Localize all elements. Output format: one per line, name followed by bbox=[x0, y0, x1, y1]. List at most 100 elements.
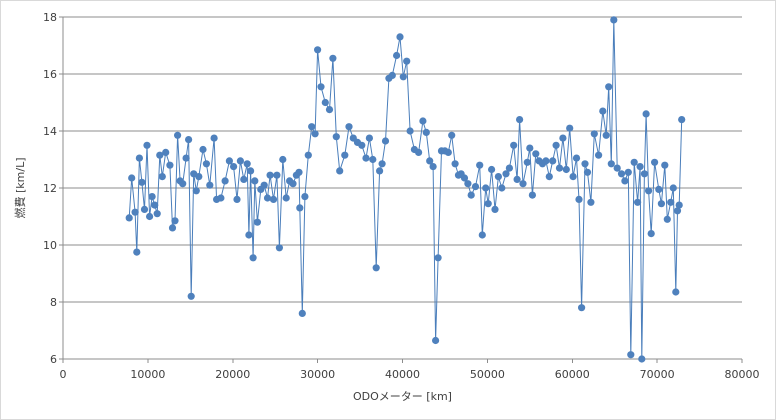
data-point bbox=[192, 187, 200, 195]
data-point bbox=[566, 124, 574, 132]
data-point bbox=[661, 161, 669, 169]
data-point bbox=[217, 194, 225, 202]
data-point bbox=[311, 130, 319, 138]
data-point bbox=[185, 136, 193, 144]
data-point bbox=[655, 185, 663, 193]
data-point bbox=[669, 184, 677, 192]
data-point bbox=[140, 205, 149, 213]
data-point bbox=[613, 164, 621, 172]
data-point bbox=[282, 194, 290, 202]
data-point bbox=[135, 154, 143, 162]
data-point bbox=[174, 131, 182, 139]
data-point bbox=[569, 173, 577, 181]
data-point bbox=[210, 134, 218, 142]
data-point bbox=[396, 33, 404, 41]
data-point bbox=[332, 133, 340, 141]
data-point bbox=[647, 230, 655, 238]
data-point bbox=[528, 191, 537, 199]
data-point bbox=[298, 309, 306, 317]
data-point bbox=[329, 54, 337, 62]
data-point bbox=[171, 217, 179, 225]
data-point bbox=[491, 205, 499, 213]
data-point bbox=[476, 161, 484, 169]
data-point bbox=[236, 157, 244, 165]
data-point bbox=[516, 116, 524, 124]
data-point bbox=[399, 73, 407, 81]
data-point bbox=[381, 137, 390, 145]
series-markers bbox=[125, 16, 686, 363]
y-tick-label: 18 bbox=[43, 11, 57, 24]
data-point bbox=[451, 160, 459, 168]
data-point bbox=[542, 157, 550, 165]
data-point bbox=[678, 116, 686, 124]
y-tick-label: 12 bbox=[43, 182, 57, 195]
data-point bbox=[221, 177, 229, 185]
data-point bbox=[260, 181, 268, 189]
data-point bbox=[308, 123, 316, 131]
y-tick-label: 10 bbox=[43, 239, 57, 252]
axes bbox=[59, 16, 743, 363]
data-point bbox=[304, 151, 312, 159]
data-point bbox=[403, 57, 411, 65]
data-point bbox=[166, 161, 174, 169]
x-tick-label: 40000 bbox=[385, 368, 420, 381]
data-point bbox=[559, 134, 567, 142]
data-point bbox=[269, 195, 278, 203]
data-point bbox=[388, 71, 396, 79]
data-point bbox=[369, 155, 377, 164]
data-point bbox=[545, 173, 553, 181]
data-point bbox=[636, 163, 644, 171]
data-point bbox=[484, 200, 492, 208]
data-point bbox=[168, 224, 177, 232]
data-point bbox=[630, 158, 638, 166]
data-point bbox=[587, 198, 595, 206]
data-point bbox=[464, 180, 472, 188]
data-point bbox=[505, 164, 513, 172]
data-point bbox=[341, 151, 349, 159]
data-point bbox=[621, 177, 629, 185]
data-point bbox=[393, 51, 401, 60]
data-point bbox=[321, 98, 329, 107]
data-point bbox=[448, 131, 456, 139]
data-point bbox=[345, 123, 353, 131]
y-tick-label: 14 bbox=[43, 125, 57, 138]
data-point bbox=[125, 214, 133, 222]
data-point bbox=[233, 195, 241, 203]
data-point bbox=[240, 175, 248, 183]
data-point bbox=[624, 168, 632, 176]
data-point bbox=[153, 210, 161, 218]
data-point bbox=[162, 148, 170, 156]
data-point bbox=[230, 163, 238, 171]
y-axis-title: 燃費 [km/L] bbox=[13, 158, 27, 219]
data-point bbox=[295, 168, 303, 176]
data-point bbox=[526, 144, 534, 152]
data-point bbox=[634, 198, 642, 206]
x-tick-label: 0 bbox=[60, 368, 67, 381]
data-point bbox=[195, 173, 203, 181]
data-point bbox=[572, 154, 581, 162]
data-point bbox=[263, 194, 272, 202]
data-point bbox=[243, 160, 251, 168]
data-point bbox=[645, 187, 653, 195]
data-point bbox=[419, 117, 427, 125]
data-point bbox=[206, 181, 214, 189]
y-tick-labels: 6 8 10 12 14 16 18 bbox=[43, 11, 57, 366]
data-point bbox=[358, 141, 366, 149]
data-point bbox=[434, 254, 442, 262]
data-point bbox=[422, 128, 430, 136]
data-point bbox=[128, 174, 136, 182]
y-tick-label: 6 bbox=[50, 353, 57, 366]
data-point bbox=[314, 46, 322, 54]
data-point bbox=[460, 174, 469, 182]
data-point bbox=[555, 164, 564, 172]
data-point bbox=[610, 16, 618, 24]
data-point bbox=[133, 248, 141, 256]
data-point bbox=[638, 355, 646, 363]
data-point bbox=[640, 170, 649, 178]
data-point bbox=[202, 160, 210, 168]
data-point bbox=[642, 110, 650, 118]
data-point bbox=[146, 212, 154, 221]
data-point bbox=[651, 158, 659, 166]
